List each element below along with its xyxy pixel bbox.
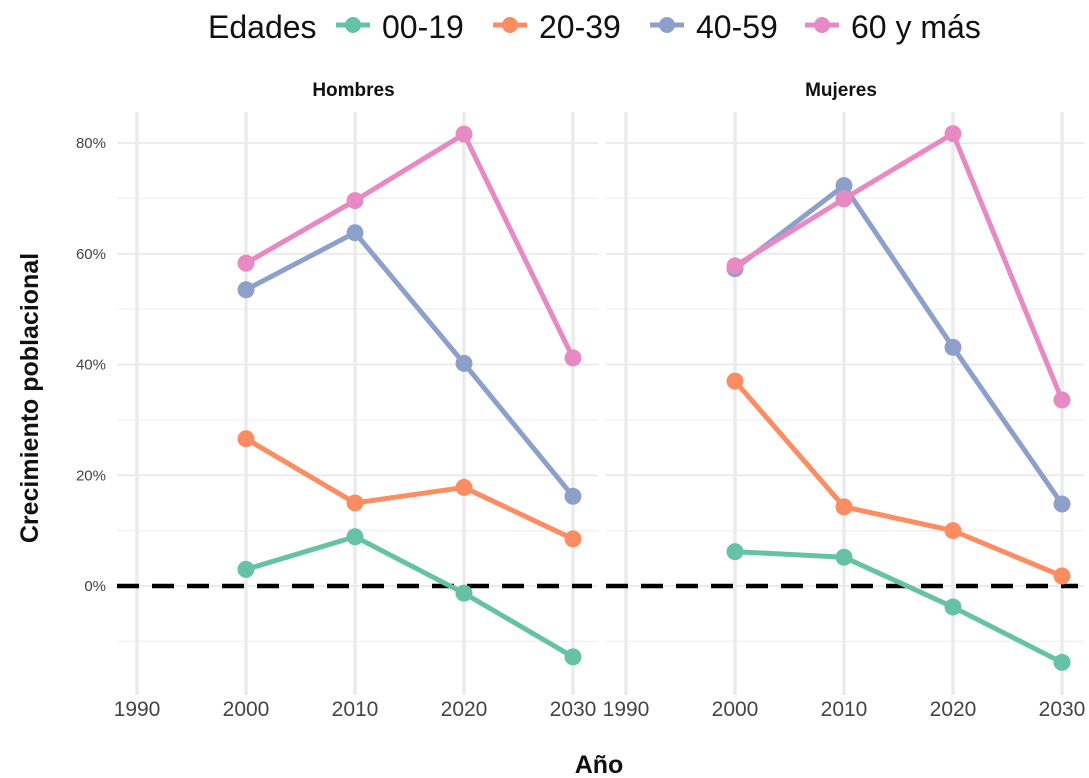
series-line [245, 534, 575, 660]
data-point [835, 177, 853, 195]
series-line [733, 379, 1063, 579]
data-point [237, 281, 255, 299]
legend-item: 00-19 [336, 9, 464, 45]
legend: Edades 00-19 20-39 40-59 60 y más [208, 9, 981, 45]
data-point [944, 125, 962, 143]
data-point [455, 584, 473, 602]
data-point [455, 125, 473, 143]
facet-panel: Hombres 0% 20% 40% 60% 80% 1990 2000 2010 2020 203… [76, 80, 598, 721]
series-00-19 [726, 543, 1071, 671]
y-tick-label: 0% [84, 578, 106, 595]
data-point [564, 648, 582, 666]
x-tick-label: 1990 [114, 698, 161, 721]
y-tick-label: 40% [76, 357, 106, 374]
x-tick-label: 2030 [550, 698, 597, 721]
x-tick-label: 1990 [603, 698, 650, 721]
facet-panel: Mujeres 1990 2000 2010 2020 2030 [603, 80, 1086, 721]
legend-item: 60 y más [805, 9, 981, 45]
legend-key-point [345, 17, 361, 33]
series-line [244, 230, 575, 498]
y-tick-label: 60% [76, 246, 106, 263]
series-line [733, 131, 1065, 401]
legend-item: 40-59 [650, 9, 778, 45]
data-point [1053, 391, 1071, 409]
data-point [564, 530, 582, 548]
y-tick-label: 80% [76, 135, 106, 152]
legend-title: Edades [208, 9, 317, 45]
legend-label: 40-59 [696, 9, 778, 45]
data-point [237, 430, 255, 448]
facet-title: Mujeres [805, 80, 877, 101]
data-point [944, 338, 962, 356]
facets: Hombres 0% 20% 40% 60% 80% 1990 2000 2010 2020 203… [76, 80, 1085, 721]
data-point [237, 560, 255, 578]
data-point [346, 192, 364, 210]
legend-item: 20-39 [493, 9, 621, 45]
x-tick-label: 2010 [821, 698, 868, 721]
legend-key-point [659, 17, 675, 33]
series-40-59 [237, 224, 582, 505]
data-point [1053, 495, 1071, 513]
series-20-39 [726, 372, 1071, 585]
data-point [944, 598, 962, 616]
data-point [1053, 567, 1071, 585]
x-tick-label: 2020 [441, 698, 488, 721]
data-point [726, 257, 744, 275]
data-point [726, 543, 744, 561]
series-00-19 [237, 528, 582, 666]
data-point [237, 254, 255, 272]
data-point [564, 487, 582, 505]
data-point [835, 548, 853, 566]
legend-key-point [814, 17, 830, 33]
legend-label: 00-19 [382, 9, 464, 45]
data-point [944, 522, 962, 540]
series-line [734, 549, 1064, 665]
y-tick-label: 20% [76, 467, 106, 484]
legend-key-point [502, 17, 518, 33]
data-point [346, 224, 364, 242]
series-line [244, 131, 576, 359]
x-tick-label: 2020 [930, 698, 977, 721]
legend-label: 20-39 [539, 9, 621, 45]
data-point [835, 498, 853, 516]
x-tick-label: 2000 [223, 698, 270, 721]
x-axis-title: Año [575, 751, 624, 778]
series-20-39 [237, 430, 582, 548]
series-60-y-más [237, 125, 582, 367]
data-point [564, 349, 582, 367]
data-point [346, 528, 364, 546]
data-point [835, 190, 853, 208]
data-point [455, 354, 473, 372]
x-tick-label: 2030 [1039, 698, 1086, 721]
x-tick-label: 2010 [332, 698, 379, 721]
x-tick-label: 2000 [712, 698, 759, 721]
series-line [733, 183, 1065, 506]
legend-label: 60 y más [851, 9, 981, 45]
data-point [726, 372, 744, 390]
data-point [346, 494, 364, 512]
series-60-y-más [726, 125, 1071, 409]
facet-title: Hombres [312, 80, 394, 101]
y-axis-title: Crecimiento poblacional [16, 253, 44, 543]
series-line [244, 436, 575, 542]
data-point [455, 478, 473, 496]
data-point [1053, 653, 1071, 671]
series-40-59 [726, 177, 1071, 513]
